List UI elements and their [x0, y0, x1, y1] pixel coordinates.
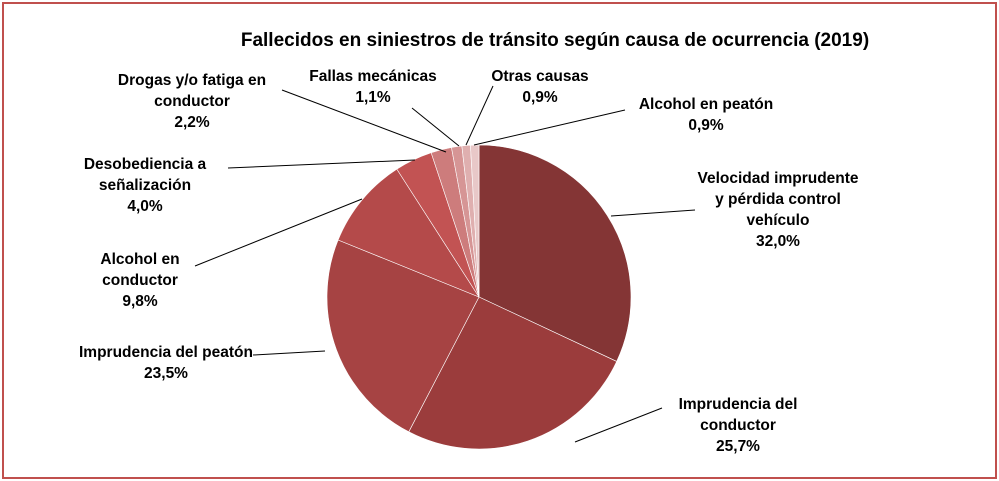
value-label: 23,5% — [144, 365, 188, 382]
leader-line — [473, 109, 626, 146]
category-label: Desobediencia a señalización — [83, 156, 207, 194]
pie-slice — [408, 296, 618, 450]
slice-label: Desobediencia a señalización 4,0% — [70, 154, 220, 217]
category-label: Drogas y/o fatiga en conductor — [117, 72, 267, 110]
value-label: 2,2% — [174, 114, 210, 131]
category-label: Alcohol en conductor — [100, 251, 180, 289]
slice-label: Drogas y/o fatiga en conductor 2,2% — [102, 70, 282, 133]
slice-label: Imprudencia del conductor 25,7% — [653, 394, 823, 457]
category-label: Alcohol en peatón — [638, 96, 774, 113]
category-label: Otras causas — [491, 68, 589, 85]
leader-line — [411, 107, 460, 147]
slice-label: Velocidad imprudente y pérdida control v… — [693, 168, 863, 252]
leader-line — [610, 209, 696, 217]
leader-line — [194, 198, 363, 267]
slice-label: Otras causas 0,9% — [485, 66, 595, 108]
chart-title: Fallecidos en siniestros de tránsito seg… — [240, 30, 870, 51]
category-label: Imprudencia del peatón — [79, 344, 253, 361]
leader-line — [252, 350, 326, 356]
value-label: 0,9% — [688, 117, 724, 134]
value-label: 9,8% — [122, 293, 158, 310]
leader-line — [574, 407, 663, 443]
leader-line — [465, 85, 494, 146]
category-label: Fallas mecánicas — [309, 68, 437, 85]
value-label: 0,9% — [522, 89, 558, 106]
pie-slice — [478, 144, 632, 362]
value-label: 32,0% — [756, 233, 800, 250]
pie-slice — [326, 239, 480, 433]
slice-label: Imprudencia del peatón 23,5% — [76, 342, 256, 384]
slice-label: Alcohol en conductor 9,8% — [75, 249, 205, 312]
value-label: 1,1% — [355, 89, 391, 106]
slice-label: Fallas mecánicas 1,1% — [293, 66, 453, 108]
leader-line — [227, 159, 416, 169]
slice-label: Alcohol en peatón 0,9% — [621, 94, 791, 136]
value-label: 25,7% — [716, 438, 760, 455]
category-label: Velocidad imprudente y pérdida control v… — [697, 170, 859, 229]
category-label: Imprudencia del conductor — [678, 396, 798, 434]
value-label: 4,0% — [127, 198, 163, 215]
leader-line — [281, 89, 447, 153]
pie-slice — [337, 168, 480, 298]
